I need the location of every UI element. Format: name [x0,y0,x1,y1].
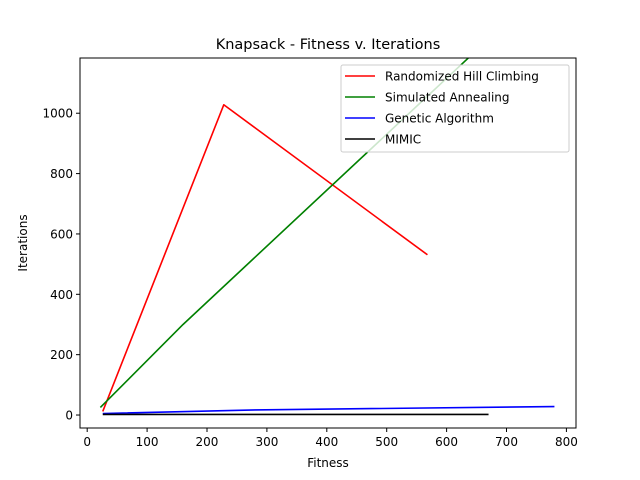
y-tick-label: 800 [50,167,73,181]
x-tick-label: 100 [136,435,159,449]
x-axis: 0 100 200 300 400 500 600 700 800 [83,428,578,449]
y-tick-label: 1000 [42,107,73,121]
x-tick-label: 800 [555,435,578,449]
x-tick-label: 400 [315,435,338,449]
y-tick-label: 200 [50,348,73,362]
x-tick-label: 300 [255,435,278,449]
y-tick-label: 600 [50,227,73,241]
legend-items: Randomized Hill Climbing Simulated Anneal… [345,69,539,146]
y-tick-label: 400 [50,288,73,302]
series-line-randomized-hill-climbing [102,103,428,412]
x-tick-label: 500 [375,435,398,449]
x-tick-label: 200 [196,435,219,449]
legend-label-genetic-algorithm: Genetic Algorithm [385,111,494,125]
legend: Randomized Hill Climbing Simulated Anneal… [340,64,570,153]
x-tick-label: 600 [435,435,458,449]
y-tick-label: 0 [65,409,73,423]
legend-label-randomized-hill-climbing: Randomized Hill Climbing [385,69,539,83]
plot-frame [79,57,577,429]
y-axis: 0 200 400 600 800 1000 [42,107,80,423]
x-tick-label: 700 [495,435,518,449]
legend-label-simulated-annealing: Simulated Annealing [385,90,510,104]
legend-label-mimic: MIMIC [385,132,421,146]
x-axis-title: Fitness [307,456,349,470]
series-line-genetic-algorithm [102,405,555,415]
y-axis-title: Iterations [16,214,30,271]
x-tick-label: 0 [83,435,91,449]
legend-box [340,64,570,153]
chart-title: Knapsack - Fitness v. Iterations [216,37,441,53]
